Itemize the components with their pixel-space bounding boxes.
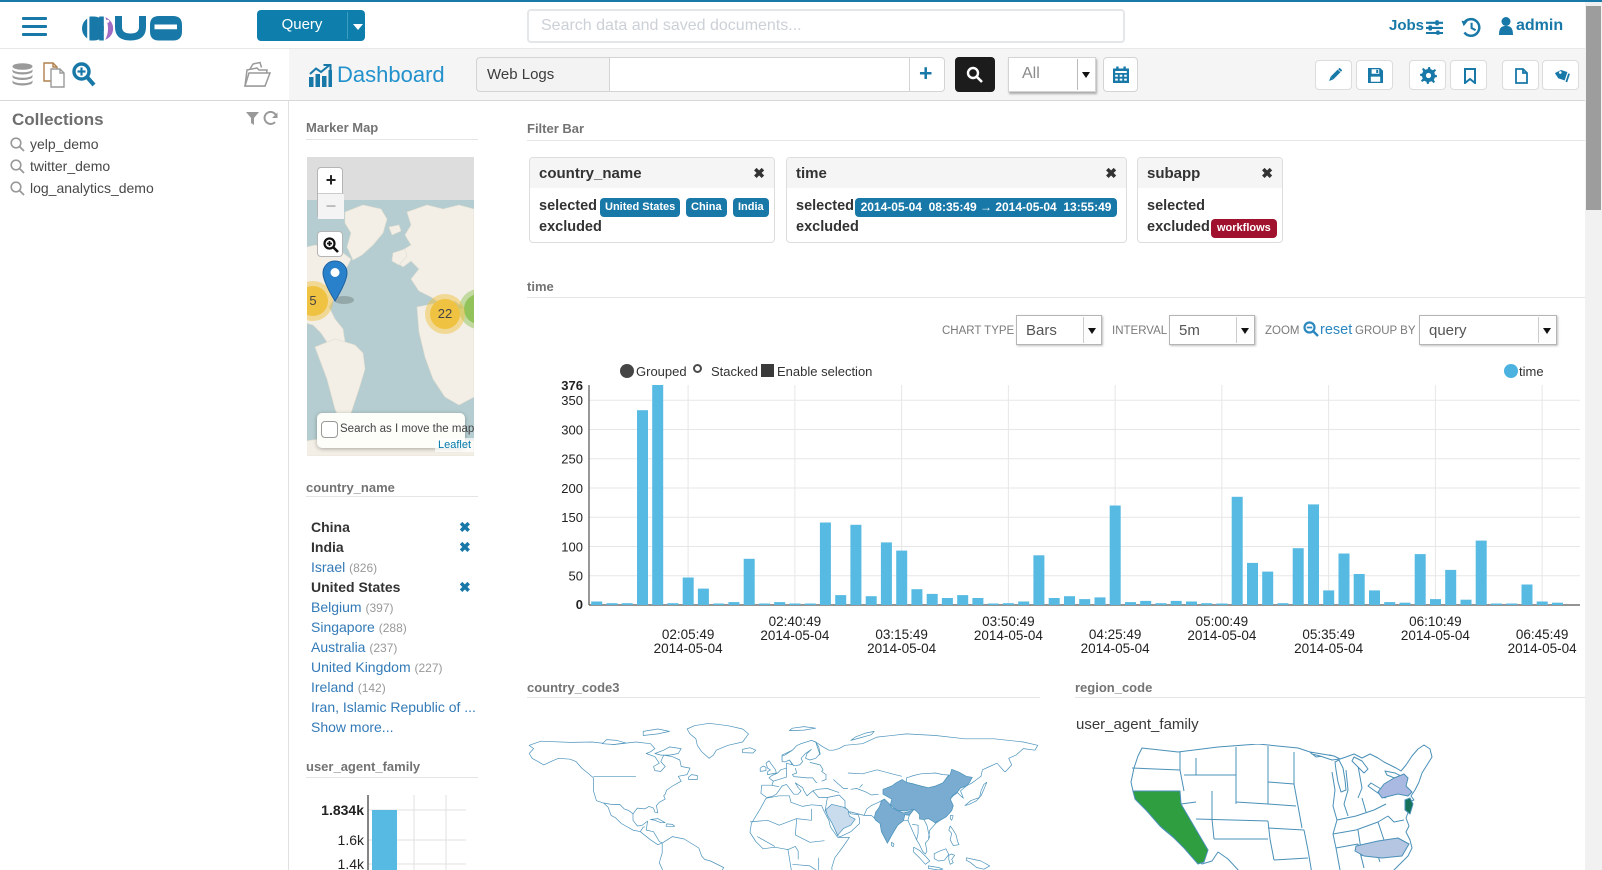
svg-text:2014-05-04: 2014-05-04 xyxy=(1294,641,1364,656)
svg-text:2014-05-04: 2014-05-04 xyxy=(1401,628,1471,643)
svg-text:05:35:49: 05:35:49 xyxy=(1302,627,1355,642)
svg-text:2014-05-04: 2014-05-04 xyxy=(1081,641,1151,656)
svg-text:2014-05-04: 2014-05-04 xyxy=(1508,641,1578,656)
svg-text:300: 300 xyxy=(561,423,583,438)
svg-text:02:40:49: 02:40:49 xyxy=(769,614,822,629)
svg-text:0: 0 xyxy=(576,597,583,612)
svg-text:50: 50 xyxy=(569,569,583,584)
svg-text:1.834k: 1.834k xyxy=(321,802,364,818)
svg-text:1.6k: 1.6k xyxy=(338,832,365,848)
svg-text:100: 100 xyxy=(561,540,583,555)
svg-text:02:05:49: 02:05:49 xyxy=(662,627,715,642)
svg-text:350: 350 xyxy=(561,393,583,408)
svg-text:2014-05-04: 2014-05-04 xyxy=(1187,628,1257,643)
svg-text:150: 150 xyxy=(561,510,583,525)
svg-text:03:15:49: 03:15:49 xyxy=(875,627,928,642)
svg-text:250: 250 xyxy=(561,452,583,467)
svg-text:05:00:49: 05:00:49 xyxy=(1196,614,1249,629)
svg-text:06:10:49: 06:10:49 xyxy=(1409,614,1462,629)
svg-text:2014-05-04: 2014-05-04 xyxy=(760,628,830,643)
svg-text:2014-05-04: 2014-05-04 xyxy=(974,628,1044,643)
svg-text:200: 200 xyxy=(561,481,583,496)
svg-text:2014-05-04: 2014-05-04 xyxy=(867,641,937,656)
svg-text:04:25:49: 04:25:49 xyxy=(1089,627,1142,642)
svg-text:03:50:49: 03:50:49 xyxy=(982,614,1035,629)
svg-text:06:45:49: 06:45:49 xyxy=(1516,627,1569,642)
svg-text:1.4k: 1.4k xyxy=(338,856,365,870)
svg-text:2014-05-04: 2014-05-04 xyxy=(654,641,724,656)
svg-text:376: 376 xyxy=(561,380,583,393)
